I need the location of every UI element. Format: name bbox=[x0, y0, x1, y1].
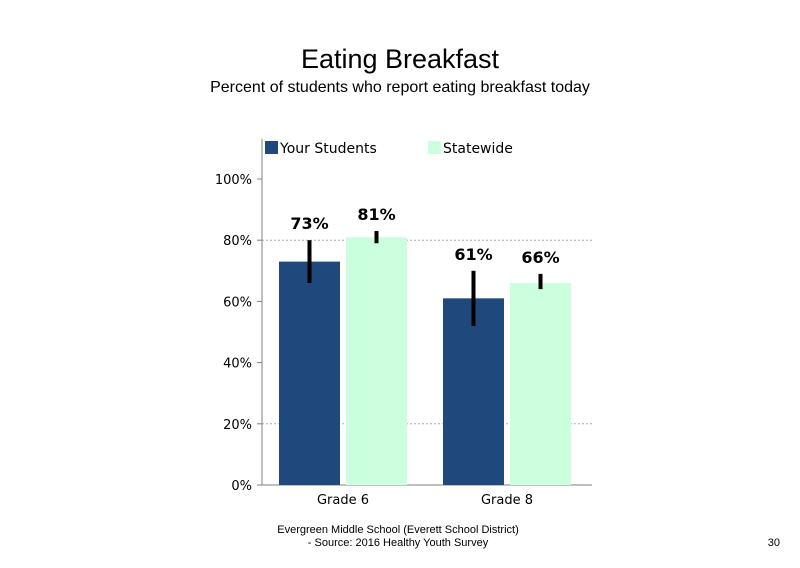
y-tick-label: 20% bbox=[223, 418, 252, 433]
bar-statewide-grade-8 bbox=[510, 283, 571, 485]
data-label: 73% bbox=[290, 214, 328, 233]
chart-subtitle: Percent of students who report eating br… bbox=[210, 79, 590, 96]
legend-label: Statewide bbox=[443, 141, 513, 157]
y-tick-label: 0% bbox=[231, 479, 252, 494]
footer-survey: - Source: 2016 Healthy Youth Survey bbox=[307, 537, 489, 549]
y-tick-label: 40% bbox=[223, 357, 252, 372]
bar-statewide-grade-6 bbox=[346, 237, 407, 485]
bar-your-students-grade-8 bbox=[443, 298, 504, 485]
footer-source: Evergreen Middle School (Everett School … bbox=[0, 524, 800, 550]
y-tick-label: 100% bbox=[215, 173, 252, 188]
x-tick-label: Grade 8 bbox=[481, 493, 533, 508]
data-label: 81% bbox=[357, 205, 395, 224]
legend-swatch-statewide bbox=[428, 141, 441, 154]
bar-your-students-grade-6 bbox=[279, 261, 340, 485]
y-tick-label: 80% bbox=[223, 234, 252, 249]
data-label: 61% bbox=[454, 245, 492, 264]
legend-label: Your Students bbox=[279, 141, 377, 157]
chart-title: Eating Breakfast bbox=[300, 44, 500, 74]
x-tick-label: Grade 6 bbox=[317, 493, 369, 508]
page-number: 30 bbox=[767, 537, 780, 549]
footer-school: Evergreen Middle School (Everett School … bbox=[277, 524, 519, 536]
y-tick-label: 60% bbox=[223, 295, 252, 310]
legend-swatch-your-students bbox=[265, 141, 278, 154]
data-label: 66% bbox=[521, 248, 559, 267]
